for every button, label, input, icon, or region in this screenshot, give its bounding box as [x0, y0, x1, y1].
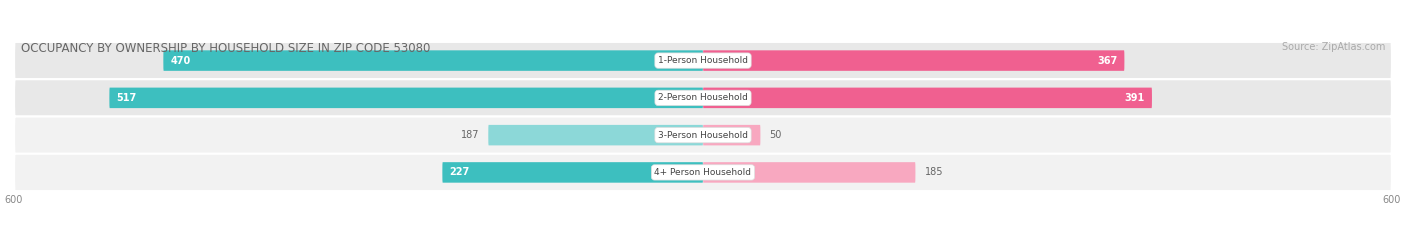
Text: 517: 517 — [117, 93, 136, 103]
Text: 227: 227 — [450, 168, 470, 177]
Text: 187: 187 — [461, 130, 479, 140]
FancyBboxPatch shape — [703, 125, 761, 145]
FancyBboxPatch shape — [110, 88, 703, 108]
Text: 4+ Person Household: 4+ Person Household — [655, 168, 751, 177]
FancyBboxPatch shape — [488, 125, 703, 145]
FancyBboxPatch shape — [14, 154, 1392, 191]
FancyBboxPatch shape — [443, 162, 703, 183]
Text: Source: ZipAtlas.com: Source: ZipAtlas.com — [1282, 42, 1385, 52]
FancyBboxPatch shape — [703, 88, 1152, 108]
FancyBboxPatch shape — [163, 50, 703, 71]
Text: 3-Person Household: 3-Person Household — [658, 131, 748, 140]
Text: 185: 185 — [925, 168, 943, 177]
Text: 2-Person Household: 2-Person Household — [658, 93, 748, 102]
Text: 391: 391 — [1125, 93, 1144, 103]
FancyBboxPatch shape — [14, 79, 1392, 116]
FancyBboxPatch shape — [703, 162, 915, 183]
Text: 1-Person Household: 1-Person Household — [658, 56, 748, 65]
Text: 50: 50 — [769, 130, 782, 140]
Text: 470: 470 — [170, 56, 191, 65]
Text: OCCUPANCY BY OWNERSHIP BY HOUSEHOLD SIZE IN ZIP CODE 53080: OCCUPANCY BY OWNERSHIP BY HOUSEHOLD SIZE… — [21, 42, 430, 55]
Text: 367: 367 — [1097, 56, 1118, 65]
FancyBboxPatch shape — [703, 50, 1125, 71]
FancyBboxPatch shape — [14, 42, 1392, 79]
FancyBboxPatch shape — [14, 116, 1392, 154]
